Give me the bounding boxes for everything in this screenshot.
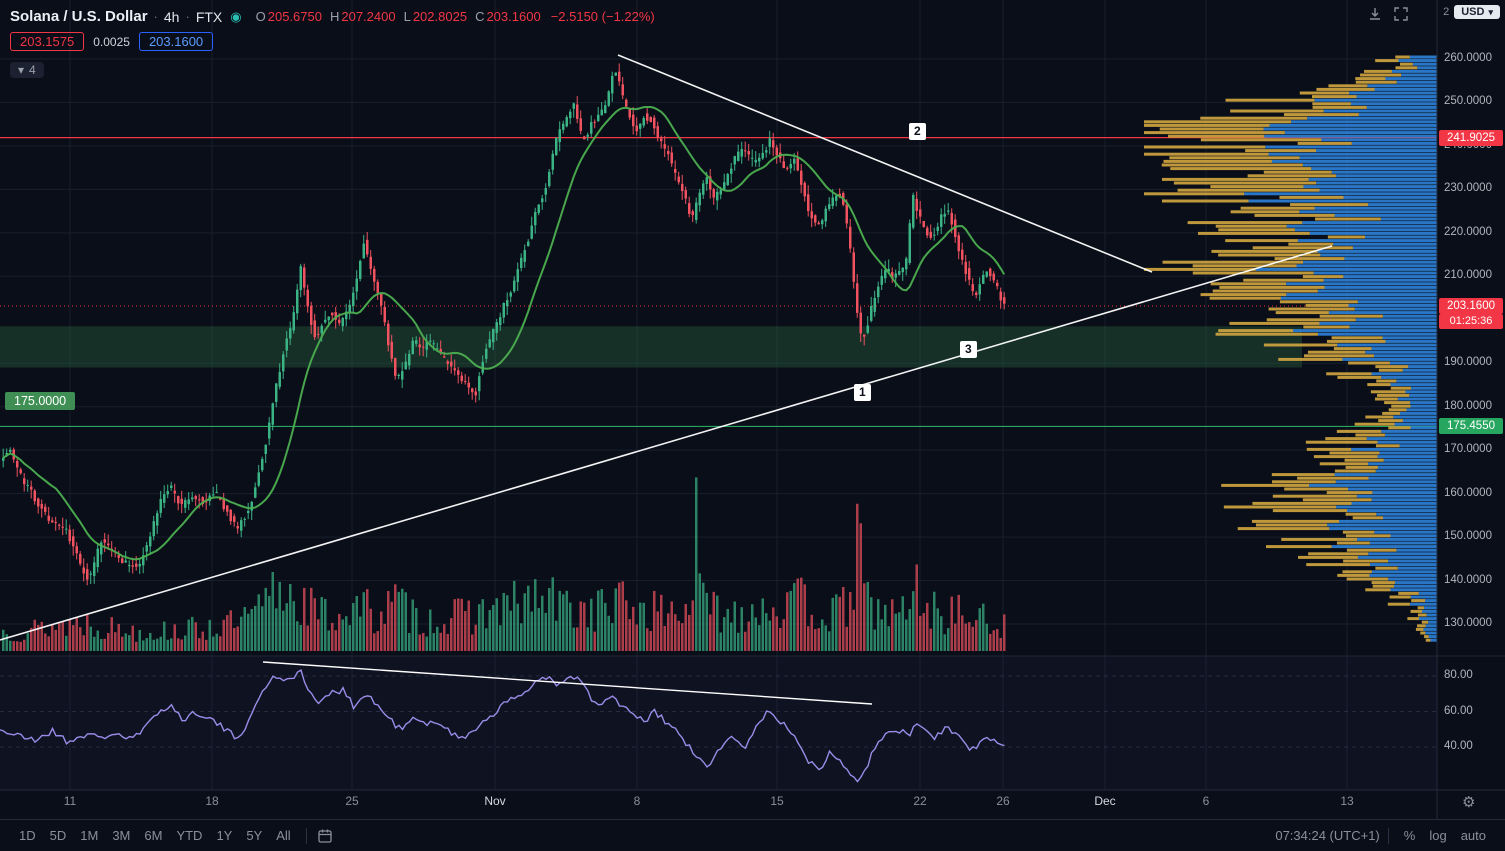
time-label-6: 6 (1202, 794, 1210, 808)
scale-mode-buttons: % log auto (1397, 824, 1493, 847)
time-label-26: 26 (996, 794, 1010, 808)
time-label-22: 22 (913, 794, 927, 808)
time-label-8: 8 (633, 794, 641, 808)
separator-dot: · (185, 9, 190, 24)
candle-countdown: 01:25:36 (1439, 314, 1503, 330)
currency-toggle-button[interactable]: USD ▾ (1454, 5, 1500, 19)
support-price-label: 175.4550 (1439, 418, 1503, 435)
range-button-1y[interactable]: 1Y (209, 824, 239, 847)
scale-badge: 2 (1443, 6, 1450, 18)
session-clock[interactable]: 07:34:24 (UTC+1) (1275, 828, 1380, 843)
range-button-5d[interactable]: 5D (43, 824, 74, 847)
hidden-indicators-count: 4 (29, 63, 36, 77)
open-key: O (255, 9, 266, 24)
low-key: L (403, 9, 411, 24)
range-button-ytd[interactable]: YTD (169, 824, 209, 847)
mode-button-auto[interactable]: auto (1454, 824, 1493, 847)
bid-ask-row: 203.1575 0.0025 203.1600 (10, 32, 214, 51)
toolbar-divider (1387, 827, 1389, 844)
bottom-toolbar: 1D 5D 1M 3M 6M YTD 1Y 5Y All 07:34:24 (UTC+1) % l… (0, 819, 1505, 851)
range-button-all[interactable]: All (269, 824, 297, 847)
close-key: C (475, 9, 485, 24)
spread-value: 0.0025 (93, 34, 130, 49)
range-button-1d[interactable]: 1D (12, 824, 43, 847)
chart-corner-controls (1367, 6, 1409, 22)
horizontal-line-price-label[interactable]: 175.0000 (5, 392, 76, 410)
resistance-price-label: 241.9025 (1439, 129, 1503, 146)
range-button-5y[interactable]: 5Y (239, 824, 269, 847)
separator-dot: · (153, 9, 158, 24)
range-buttons: 1D 5D 1M 3M 6M YTD 1Y 5Y All (12, 824, 298, 847)
price-change: −2.5150 (−1.22%) (550, 9, 655, 24)
time-label-dec: Dec (1094, 794, 1116, 808)
close-value: 203.1600 (486, 9, 541, 24)
interval-label[interactable]: 4h (163, 8, 180, 25)
chart-legend: Solana / U.S. Dollar · 4h · FTX ◉ O 205.6… (10, 8, 655, 25)
axis-settings-gear-icon[interactable]: ⚙ (1462, 794, 1476, 811)
range-button-6m[interactable]: 6M (137, 824, 169, 847)
caret-down-icon: ▾ (1488, 6, 1493, 17)
time-label-13: 13 (1340, 794, 1354, 808)
time-label-25: 25 (345, 794, 359, 808)
go-to-date-icon[interactable] (317, 828, 333, 844)
download-icon[interactable] (1367, 6, 1383, 22)
mode-button-percent[interactable]: % (1397, 824, 1423, 847)
annotation-badge-3[interactable]: 3 (960, 341, 977, 358)
symbol-title[interactable]: Solana / U.S. Dollar (10, 8, 148, 25)
chevron-down-icon: ▾ (18, 63, 25, 77)
mode-button-log[interactable]: log (1422, 824, 1453, 847)
annotation-badge-1[interactable]: 1 (854, 384, 871, 401)
axis-currency-control: 2 USD ▾ (1443, 5, 1500, 19)
time-label-11: 11 (63, 794, 77, 808)
open-value: 205.6750 (267, 9, 322, 24)
currency-label: USD (1461, 6, 1485, 18)
data-status-icon[interactable]: ◉ (230, 8, 242, 24)
high-value: 207.2400 (341, 9, 396, 24)
fullscreen-icon[interactable] (1393, 6, 1409, 22)
last-price-label: 203.1600 (1439, 298, 1503, 315)
toolbar-divider (305, 827, 307, 844)
buy-button[interactable]: 203.1600 (138, 32, 214, 51)
high-key: H (329, 9, 340, 24)
exchange-label[interactable]: FTX (195, 8, 223, 25)
time-label-15: 15 (770, 794, 784, 808)
legend-collapse-chip[interactable]: ▾ 4 (10, 62, 44, 78)
low-value: 202.8025 (412, 9, 468, 24)
time-label-nov: Nov (484, 794, 506, 808)
ohlc-readout: O 205.6750 H 207.2400 L 202.8025 C 203.1600 (250, 9, 541, 24)
range-button-1m[interactable]: 1M (73, 824, 105, 847)
time-label-18: 18 (205, 794, 219, 808)
annotation-badge-2[interactable]: 2 (909, 123, 926, 140)
sell-button[interactable]: 203.1575 (10, 32, 85, 51)
range-button-3m[interactable]: 3M (105, 824, 137, 847)
time-axis[interactable]: 11 18 25 Nov 8 15 22 26 Dec 6 13 (0, 792, 1437, 818)
